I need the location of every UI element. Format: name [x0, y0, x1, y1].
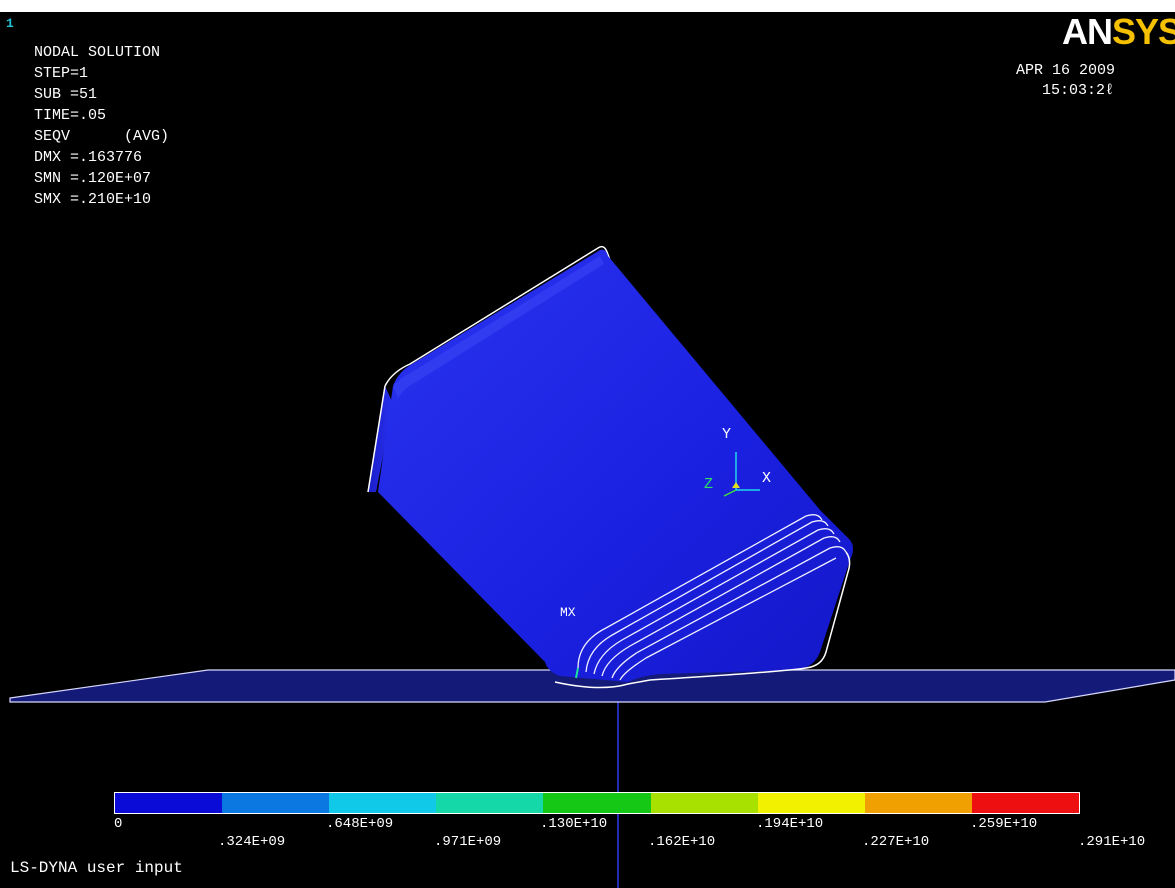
info-line-dmx: DMX =.163776 — [34, 149, 143, 166]
legend-label: .227E+10 — [862, 834, 930, 850]
solution-title: NODAL SOLUTION — [34, 44, 161, 61]
crush-fold-lines — [577, 514, 847, 681]
legend-color-segment — [543, 793, 651, 813]
coordinate-triad — [723, 452, 760, 497]
logo-part-an: AN — [1061, 12, 1113, 52]
stress-hotspot — [575, 667, 579, 679]
solution-info: NODAL SOLUTION STEP=1 SUB =51 TIME=.05 S… — [34, 42, 169, 210]
logo-part-sys: SYS — [1111, 12, 1175, 52]
legend-label: .648E+09 — [326, 816, 394, 832]
legend-color-segment — [329, 793, 437, 813]
triad-y-label: Y — [722, 426, 732, 443]
legend-color-segment — [222, 793, 330, 813]
model-scene — [9, 245, 1175, 888]
legend-color-segment — [115, 793, 223, 813]
triad-z-label: Z — [704, 476, 714, 493]
box-main-body — [378, 249, 853, 682]
max-marker: MX — [560, 605, 576, 620]
box-left-edge — [367, 385, 386, 493]
box-top-edge — [384, 245, 611, 387]
legend-label: .259E+10 — [970, 816, 1038, 832]
legend-color-segment — [971, 793, 1079, 813]
legend-color-segment — [757, 793, 865, 813]
info-line-seqv: SEQV (AVG) — [34, 128, 170, 145]
footer-status-text: LS-DYNA user input — [10, 859, 183, 877]
info-line-smn: SMN =.120E+07 — [34, 170, 152, 187]
contour-legend-bar — [114, 792, 1080, 814]
box-highlight — [393, 256, 604, 398]
window-number: 1 — [6, 16, 14, 31]
legend-label: .291E+10 — [1078, 834, 1146, 850]
box-bottom-edge — [554, 551, 851, 689]
info-line-step: STEP=1 — [34, 65, 89, 82]
ground-plate — [9, 669, 1175, 703]
ansys-logo: ANSYS — [1062, 14, 1175, 50]
legend-color-segment — [436, 793, 544, 813]
legend-label: .130E+10 — [540, 816, 608, 832]
legend-label: .162E+10 — [648, 834, 716, 850]
legend-label: .324E+09 — [218, 834, 286, 850]
legend-label: .971E+09 — [434, 834, 502, 850]
box-left-face — [368, 386, 393, 492]
legend-label: 0 — [114, 816, 123, 832]
info-line-sub: SUB =51 — [34, 86, 98, 103]
graphics-viewport[interactable]: 1 NODAL SOLUTION STEP=1 SUB =51 TIME=.05… — [0, 12, 1175, 888]
legend-color-segment — [650, 793, 758, 813]
legend-label: .194E+10 — [756, 816, 824, 832]
info-line-time: TIME=.05 — [34, 107, 107, 124]
date-stamp: APR 16 2009 — [1016, 62, 1116, 79]
info-line-smx: SMX =.210E+10 — [34, 191, 152, 208]
triad-x-label: X — [762, 470, 772, 487]
time-stamp: 15:03:2ℓ — [1042, 82, 1115, 99]
legend-color-segment — [864, 793, 972, 813]
